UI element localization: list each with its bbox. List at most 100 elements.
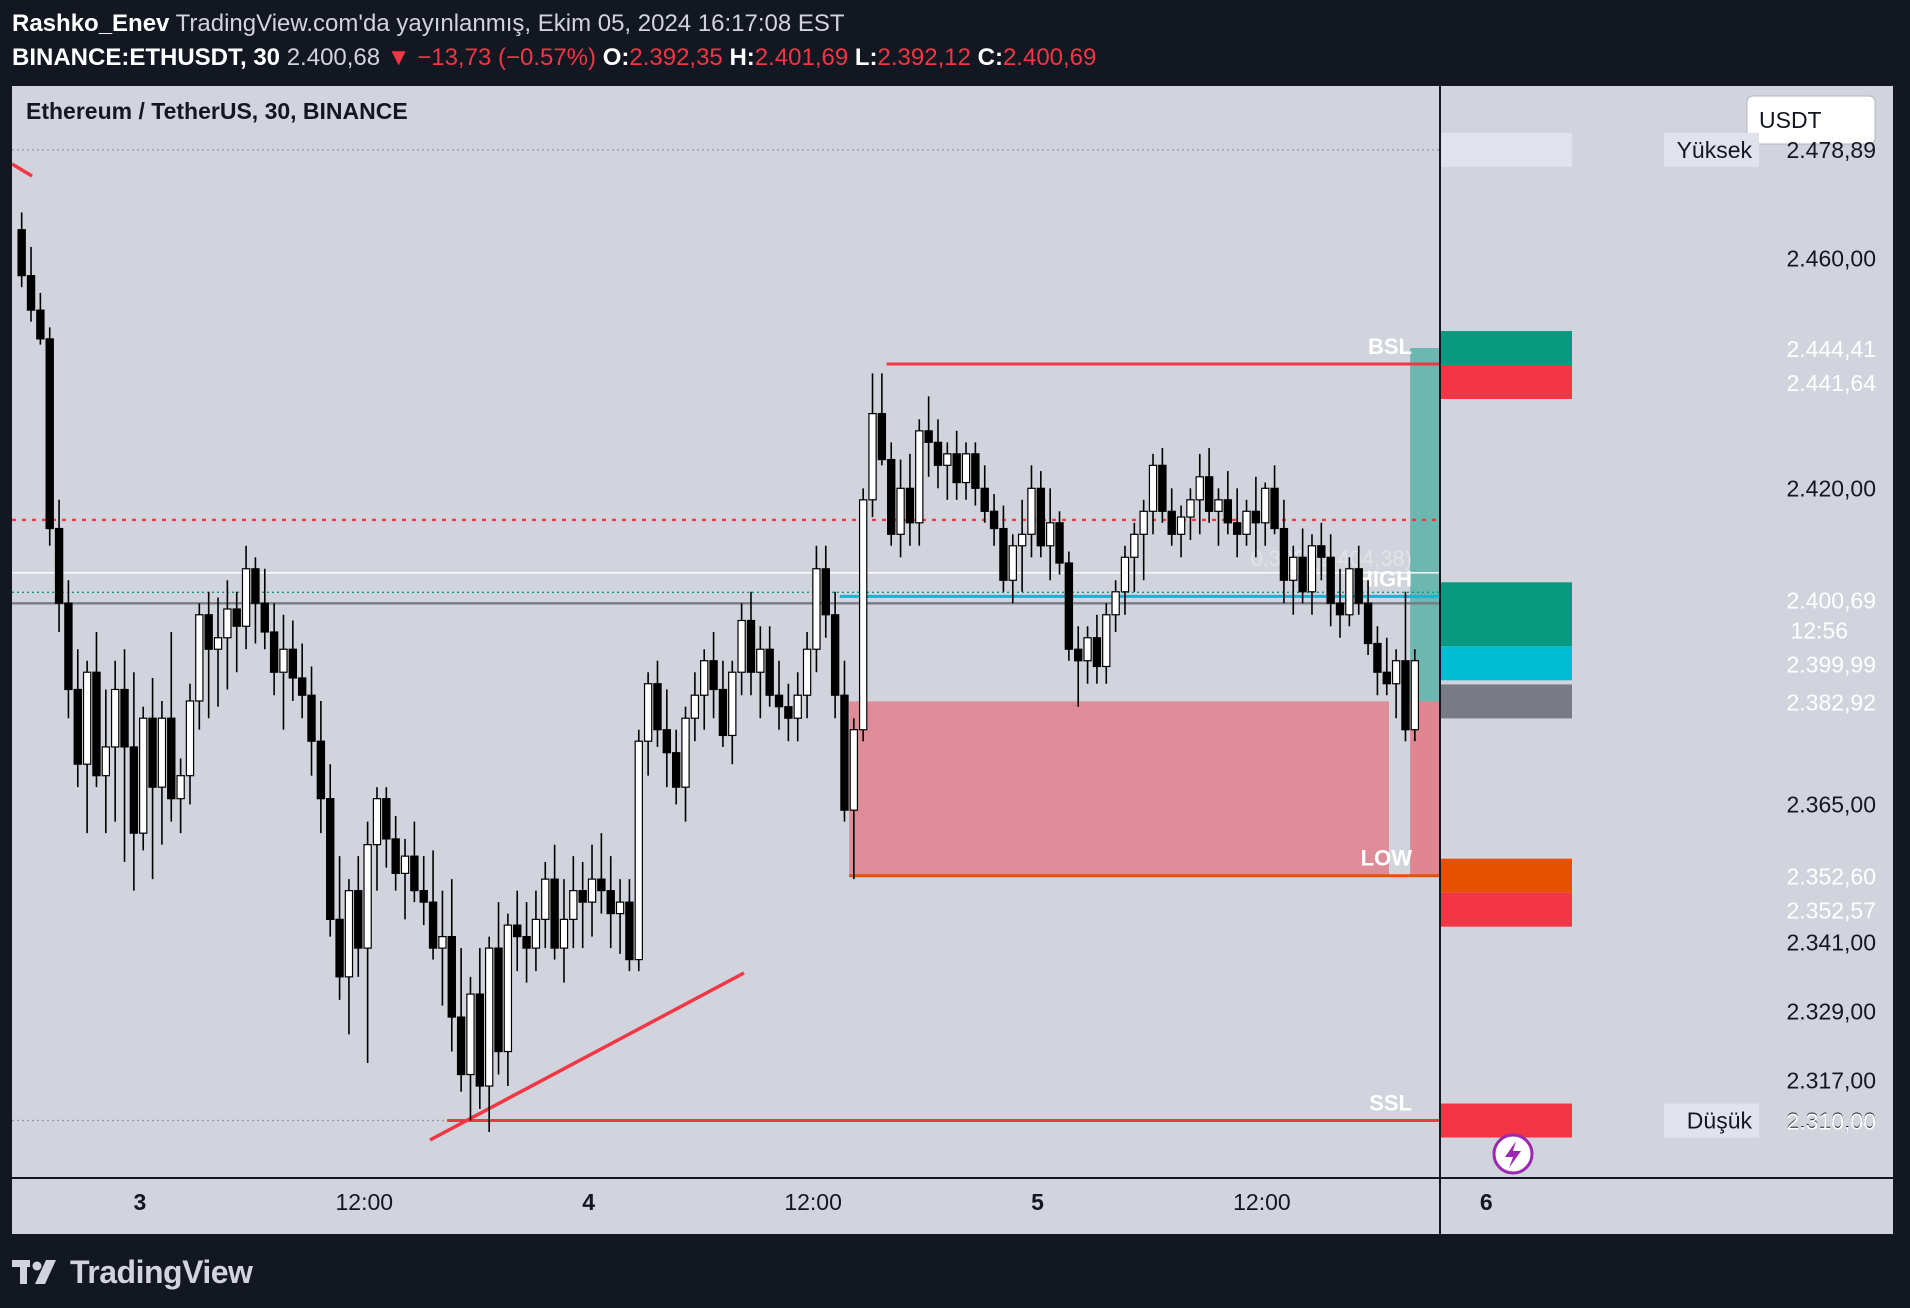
candle-body[interactable] — [73, 688, 82, 765]
candle-body[interactable] — [559, 918, 569, 949]
plot-area[interactable] — [12, 86, 1439, 1178]
candle-body[interactable] — [1027, 487, 1036, 535]
candle-body[interactable] — [915, 430, 924, 524]
candle-body[interactable] — [400, 855, 410, 874]
candle-body[interactable] — [1017, 533, 1027, 547]
candle-body[interactable] — [924, 430, 933, 443]
candle-body[interactable] — [1148, 464, 1158, 512]
candle-body[interactable] — [1382, 671, 1391, 685]
candle-body[interactable] — [1167, 510, 1176, 535]
candle-body[interactable] — [1204, 476, 1214, 512]
candle-body[interactable] — [139, 717, 148, 834]
candle-body[interactable] — [335, 918, 344, 978]
candle-body[interactable] — [1261, 487, 1270, 524]
candle-body[interactable] — [830, 614, 840, 696]
candle-body[interactable] — [961, 453, 971, 484]
candle-body[interactable] — [1074, 648, 1083, 662]
price-tag[interactable] — [1441, 331, 1572, 366]
candle-body[interactable] — [1270, 487, 1279, 530]
candle-body[interactable] — [1363, 602, 1373, 645]
candle-body[interactable] — [1289, 556, 1298, 581]
candle-body[interactable] — [1139, 510, 1148, 535]
candle-body[interactable] — [1391, 660, 1401, 685]
candle-body[interactable] — [943, 453, 952, 466]
price-tag[interactable] — [1441, 684, 1572, 719]
candle-body[interactable] — [260, 602, 269, 633]
candle-body[interactable] — [167, 717, 176, 800]
candle-body[interactable] — [1354, 568, 1363, 604]
price-tag[interactable] — [1441, 582, 1572, 647]
candle-body[interactable] — [82, 671, 92, 765]
candle-body[interactable] — [494, 947, 503, 1053]
candle-body[interactable] — [382, 798, 391, 840]
candle-body[interactable] — [223, 608, 232, 639]
candle-body[interactable] — [1279, 527, 1289, 581]
candle-body[interactable] — [999, 527, 1008, 581]
candle-body[interactable] — [615, 901, 625, 915]
candle-body[interactable] — [1223, 499, 1233, 524]
candle-body[interactable] — [1326, 556, 1335, 604]
candle-body[interactable] — [447, 936, 456, 1018]
candle-body[interactable] — [1055, 522, 1064, 564]
price-tag[interactable] — [1441, 858, 1572, 893]
candle-body[interactable] — [45, 338, 54, 530]
candle-body[interactable] — [1410, 660, 1420, 731]
candle-body[interactable] — [550, 878, 559, 949]
candle-body[interactable] — [419, 890, 428, 903]
candle-body[interactable] — [690, 694, 700, 719]
candle-body[interactable] — [241, 568, 251, 627]
candle-body[interactable] — [625, 901, 634, 961]
candle-body[interactable] — [905, 487, 915, 524]
candle-body[interactable] — [1036, 487, 1046, 547]
candle-body[interactable] — [1317, 545, 1326, 558]
candle-body[interactable] — [428, 901, 438, 949]
chart-panel[interactable]: BSL SSL HIGH LOW 0,382 (2.404,38) Ethereum / … — [12, 86, 1893, 1234]
candle-body[interactable] — [484, 947, 494, 1087]
candle-body[interactable] — [1345, 568, 1354, 616]
candle-body[interactable] — [101, 746, 111, 777]
price-tag[interactable] — [1441, 365, 1572, 400]
candle-body[interactable] — [391, 838, 400, 874]
candle-body[interactable] — [36, 309, 45, 340]
candle-body[interactable] — [251, 568, 260, 604]
candle-body[interactable] — [1111, 591, 1120, 616]
candle-body[interactable] — [326, 798, 335, 920]
candle-body[interactable] — [344, 890, 354, 978]
candle-body[interactable] — [522, 936, 531, 949]
candle-body[interactable] — [279, 648, 288, 673]
candle-body[interactable] — [1158, 464, 1167, 512]
candle-body[interactable] — [681, 717, 690, 788]
time-axis[interactable] — [12, 1178, 1893, 1234]
candle-body[interactable] — [784, 706, 793, 719]
candle-body[interactable] — [26, 275, 36, 311]
candle-body[interactable] — [700, 660, 709, 696]
price-tag[interactable] — [1441, 1103, 1572, 1138]
candle-body[interactable] — [195, 614, 204, 702]
candle-body[interactable] — [812, 568, 821, 650]
candle-body[interactable] — [774, 694, 784, 708]
candle-body[interactable] — [475, 993, 485, 1087]
candle-body[interactable] — [1307, 545, 1317, 593]
candle-body[interactable] — [896, 487, 905, 535]
candle-body[interactable] — [746, 619, 756, 673]
candle-body[interactable] — [204, 614, 213, 650]
trend-line-stub[interactable] — [12, 162, 33, 178]
candle-body[interactable] — [840, 694, 849, 811]
candle-body[interactable] — [1401, 660, 1410, 731]
candle-body[interactable] — [1298, 556, 1307, 593]
candle-body[interactable] — [849, 729, 859, 811]
candle-body[interactable] — [718, 688, 728, 737]
candle-body[interactable] — [1195, 476, 1204, 501]
candle-body[interactable] — [316, 740, 326, 800]
candle-body[interactable] — [503, 924, 513, 1053]
candle-body[interactable] — [64, 602, 73, 691]
candle-body[interactable] — [756, 648, 765, 673]
candle-body[interactable] — [671, 752, 681, 788]
candle-body[interactable] — [120, 688, 129, 748]
candle-body[interactable] — [148, 717, 157, 788]
candle-body[interactable] — [1373, 642, 1382, 673]
candle-body[interactable] — [541, 878, 550, 920]
candle-body[interactable] — [456, 1016, 466, 1076]
candle-body[interactable] — [176, 775, 185, 800]
